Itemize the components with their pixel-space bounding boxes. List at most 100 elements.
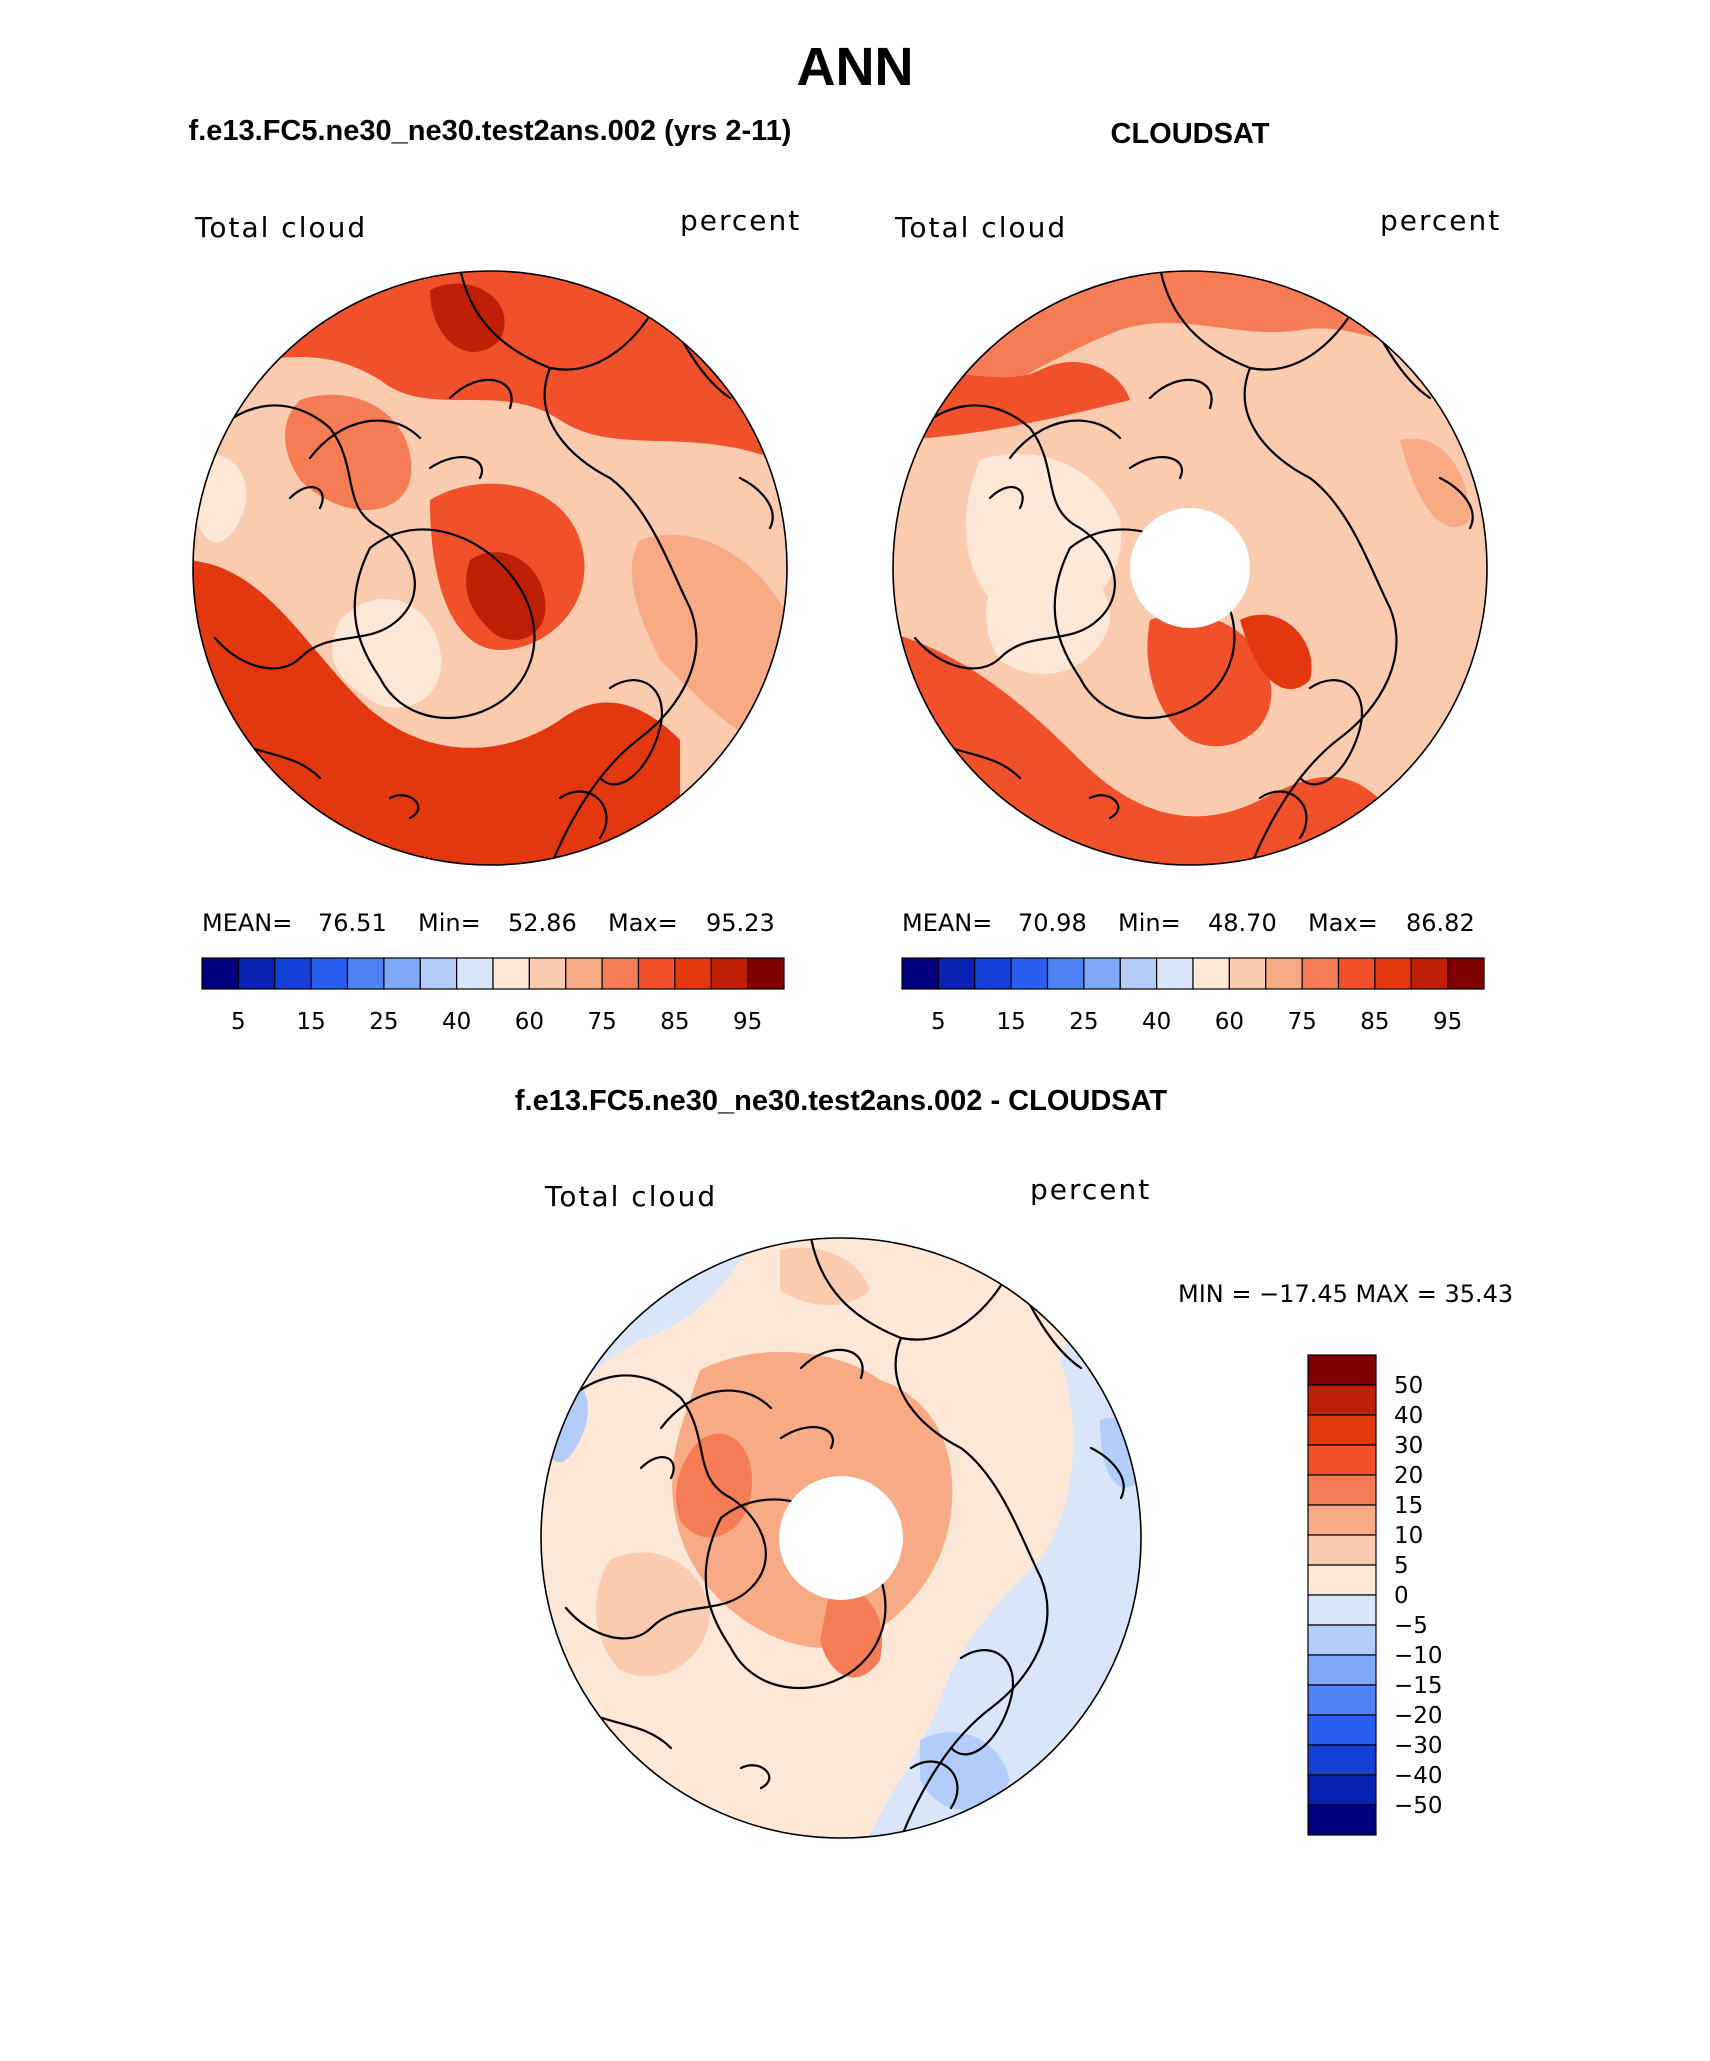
panel-model-field-label: Total cloud: [194, 211, 367, 244]
panel-model-colorbar-tick-label: 75: [587, 1009, 616, 1035]
panel-diff-min-max: MIN = −17.45 MAX = 35.43: [1178, 1280, 1513, 1308]
panel-obs-min-value: 48.70: [1208, 909, 1277, 937]
panel-diff-colorbar-label: −40: [1394, 1763, 1443, 1789]
panel-model: f.e13.FC5.ne30_ne30.test2ans.002 (yrs 2-…: [189, 115, 801, 1035]
panel-obs-colorbar: [901, 957, 1485, 990]
panel-obs-colorbar-swatch: [1301, 957, 1340, 990]
panel-obs-colorbar-tick-label: 5: [931, 1009, 946, 1035]
figure-title: ANN: [797, 37, 914, 97]
panel-obs-title: CLOUDSAT: [1111, 118, 1270, 150]
panel-obs-colorbar-swatch: [1228, 957, 1267, 990]
panel-model-colorbar-swatch: [274, 957, 312, 990]
panel-obs-colorbar-tick-label: 40: [1142, 1009, 1171, 1035]
panel-model-colorbar-tick-label: 60: [515, 1009, 544, 1035]
panel-model-colorbar-swatch: [310, 957, 349, 990]
panel-diff-colorbar-swatch: [1307, 1474, 1377, 1506]
panel-model-colorbar-swatch: [419, 957, 458, 990]
panel-model-title: f.e13.FC5.ne30_ne30.test2ans.002 (yrs 2-…: [189, 115, 792, 147]
panel-obs-polar-hole: [1130, 508, 1250, 628]
panel-diff-colorbar-label: −10: [1394, 1643, 1443, 1669]
panel-diff-colorbar-swatch: [1307, 1654, 1377, 1686]
panel-model-colorbar-swatch: [346, 957, 385, 990]
panel-obs-min-label: Min=: [1118, 909, 1181, 937]
panel-obs-map-border: [892, 270, 1488, 866]
panel-diff-colorbar-swatch: [1307, 1384, 1377, 1416]
panel-model-stats: MEAN= 76.51 Min= 52.86 Max= 95.23: [202, 909, 775, 937]
panel-model-colorbar-tick-label: 15: [296, 1009, 325, 1035]
panel-obs-field-label: Total cloud: [894, 211, 1067, 244]
panel-obs-stats: MEAN= 70.98 Min= 48.70 Max= 86.82: [902, 909, 1475, 937]
panel-model-max-label: Max=: [608, 909, 678, 937]
panel-obs-colorbar-swatch: [937, 957, 976, 990]
panel-model-colorbar-swatch: [492, 957, 530, 990]
panel-diff-colorbar-label: 15: [1394, 1493, 1423, 1519]
panel-obs-colorbar-swatch: [1156, 957, 1194, 990]
panel-model-colorbar-swatch: [201, 957, 239, 990]
panel-obs-colorbar-swatch: [1046, 957, 1085, 990]
panel-diff-colorbar-label: −20: [1394, 1703, 1443, 1729]
panel-obs-colorbar-tick-label: 85: [1360, 1009, 1389, 1035]
panel-model-colorbar-swatch: [456, 957, 494, 990]
panel-diff-colorbar-swatch: [1307, 1774, 1377, 1806]
panel-obs-colorbar-ticks: 5 15 25 40 60 75 85 95: [931, 1009, 1462, 1035]
panel-diff-map-border: [540, 1237, 1142, 1839]
panel-diff-map: [541, 1238, 1141, 1838]
panel-diff-colorbar-swatch: [1307, 1564, 1377, 1596]
panel-diff-colorbar-label: 0: [1394, 1583, 1409, 1609]
panel-diff-colorbar-label: 5: [1394, 1553, 1409, 1579]
panel-model-colorbar-swatch: [674, 957, 712, 990]
panel-obs-colorbar-swatch: [1192, 957, 1230, 990]
panel-obs-colorbar-swatch: [1265, 957, 1303, 990]
panel-diff-colorbar-swatch: [1307, 1504, 1377, 1536]
panel-diff-polar-hole: [779, 1476, 903, 1600]
panel-model-colorbar-tick-label: 85: [660, 1009, 689, 1035]
panel-obs-colorbar-tick-label: 15: [996, 1009, 1025, 1035]
panel-diff-colorbar-label: 40: [1394, 1403, 1423, 1429]
panel-model-mean-value: 76.51: [318, 909, 387, 937]
panel-obs: CLOUDSAT Total cloud percent MEAN= 70.98…: [892, 118, 1499, 1035]
panel-model-colorbar-tick-label: 95: [733, 1009, 762, 1035]
panel-model-max-value: 95.23: [706, 909, 775, 937]
panel-obs-colorbar-swatch: [974, 957, 1012, 990]
panel-model-map-border: [192, 270, 788, 866]
panel-model-min-label: Min=: [418, 909, 481, 937]
panel-diff-colorbar-swatch: [1307, 1534, 1377, 1566]
panel-obs-max-label: Max=: [1308, 909, 1378, 937]
panel-obs-colorbar-tick-label: 75: [1287, 1009, 1316, 1035]
panel-model-colorbar-swatch: [383, 957, 421, 990]
panel-diff-title: f.e13.FC5.ne30_ne30.test2ans.002 - CLOUD…: [515, 1085, 1168, 1117]
panel-diff-colorbar-swatch: [1307, 1744, 1377, 1776]
panel-diff-colorbar-label: −15: [1394, 1673, 1443, 1699]
panel-model-map: [193, 271, 787, 865]
panel-diff-colorbar-swatch: [1307, 1354, 1377, 1386]
panel-diff-colorbar-swatch: [1307, 1804, 1377, 1836]
panel-diff-colorbar-swatch: [1307, 1414, 1377, 1446]
panel-diff-colorbar-label: 30: [1394, 1433, 1423, 1459]
panel-obs-colorbar-swatch: [1337, 957, 1376, 990]
panel-model-colorbar: [201, 957, 785, 990]
panel-model-units-label: percent: [680, 204, 801, 237]
panel-diff-colorbar-label: 10: [1394, 1523, 1423, 1549]
panel-diff-colorbar-swatch: [1307, 1594, 1377, 1626]
panel-obs-colorbar-tick-label: 60: [1215, 1009, 1244, 1035]
panel-model-colorbar-tick-label: 5: [231, 1009, 246, 1035]
panel-model-colorbar-swatch: [528, 957, 567, 990]
panel-obs-mean-value: 70.98: [1018, 909, 1087, 937]
panel-model-colorbar-swatch: [637, 957, 676, 990]
panel-diff-colorbar-label: −30: [1394, 1733, 1443, 1759]
panel-diff: f.e13.FC5.ne30_ne30.test2ans.002 - CLOUD…: [515, 1085, 1513, 1839]
panel-obs-colorbar-tick-label: 25: [1069, 1009, 1098, 1035]
panel-model-colorbar-swatch: [565, 957, 603, 990]
panel-diff-colorbar-label: −5: [1394, 1613, 1428, 1639]
panel-diff-colorbar-swatch: [1307, 1624, 1377, 1656]
panel-diff-colorbar-swatch: [1307, 1714, 1377, 1746]
panel-model-colorbar-tick-label: 40: [442, 1009, 471, 1035]
panel-diff-colorbar-label: −50: [1394, 1793, 1443, 1819]
panel-model-colorbar-ticks: 5 15 25 40 60 75 85 95: [231, 1009, 762, 1035]
panel-obs-mean-label: MEAN=: [902, 909, 992, 937]
panel-obs-max-value: 86.82: [1406, 909, 1475, 937]
panel-model-colorbar-swatch: [237, 957, 276, 990]
panel-model-colorbar-tick-label: 25: [369, 1009, 398, 1035]
